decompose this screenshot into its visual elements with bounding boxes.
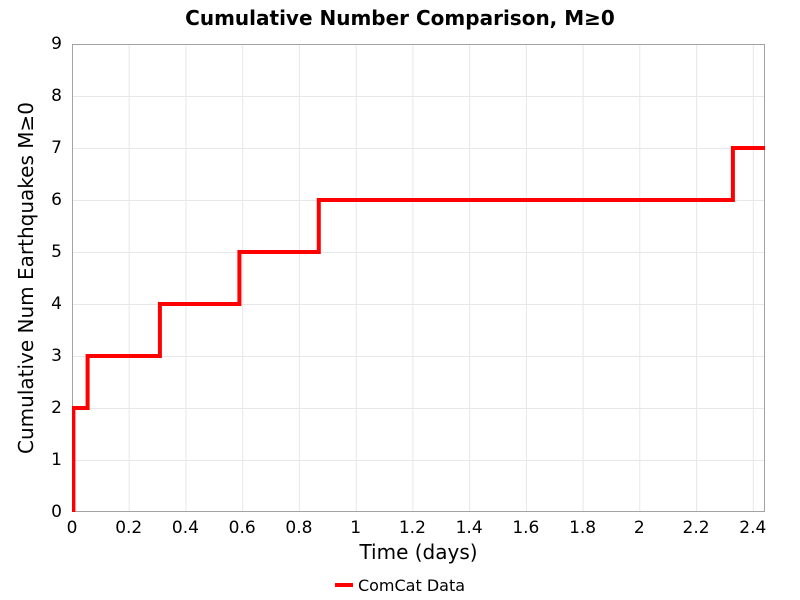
chart-title: Cumulative Number Comparison, M≥0 — [185, 6, 615, 30]
y-tick-label: 3 — [51, 346, 62, 366]
x-tick-label: 0 — [66, 518, 78, 538]
legend-line-swatch — [334, 583, 353, 587]
y-tick-label: 9 — [51, 34, 62, 54]
x-tick-label: 2 — [633, 518, 645, 538]
y-tick-label: 5 — [51, 242, 62, 262]
x-tick-label: 1.6 — [512, 518, 540, 538]
y-tick-label: 4 — [51, 294, 62, 314]
y-tick-label: 0 — [51, 502, 62, 522]
y-tick-label: 2 — [51, 398, 62, 418]
x-tick-label: 0.8 — [285, 518, 313, 538]
y-tick-label: 6 — [51, 190, 62, 210]
x-tick-label: 1.2 — [398, 518, 426, 538]
plot-canvas — [72, 44, 765, 512]
legend-label: ComCat Data — [357, 575, 466, 595]
x-axis-label: Time (days) — [359, 540, 478, 564]
y-tick-label: 7 — [51, 138, 62, 158]
plot-area — [72, 44, 765, 512]
legend: ComCat Data — [0, 574, 800, 596]
x-tick-label: 1 — [350, 518, 362, 538]
data-step-line — [72, 146, 765, 512]
x-tick-label: 0.2 — [115, 518, 143, 538]
x-tick-label: 2.2 — [682, 518, 710, 538]
x-tick-label: 1.8 — [569, 518, 597, 538]
x-tick-label: 0.4 — [171, 518, 199, 538]
x-tick-label: 2.4 — [739, 518, 767, 538]
y-tick-label: 1 — [51, 450, 62, 470]
x-tick-label: 0.6 — [228, 518, 256, 538]
axes-spines — [72, 44, 765, 512]
y-tick-label: 8 — [51, 86, 62, 106]
x-tick-label: 1.4 — [455, 518, 483, 538]
